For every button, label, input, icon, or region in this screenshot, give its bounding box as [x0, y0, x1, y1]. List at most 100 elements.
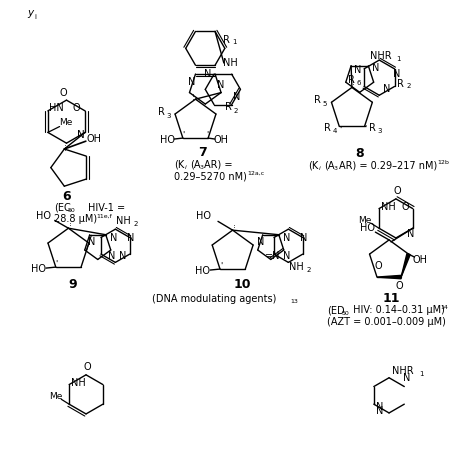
Polygon shape: [377, 275, 401, 279]
Text: 6: 6: [356, 80, 361, 85]
Text: 6: 6: [62, 191, 71, 203]
Text: 12a,c: 12a,c: [247, 171, 265, 176]
Text: R: R: [223, 35, 230, 45]
Text: HO: HO: [31, 264, 46, 274]
Polygon shape: [401, 254, 410, 277]
Text: OH: OH: [413, 255, 428, 265]
Text: O: O: [73, 103, 80, 113]
Text: 13: 13: [290, 299, 298, 304]
Text: OH: OH: [86, 134, 101, 144]
Text: ⋮: ⋮: [67, 222, 74, 228]
Text: 3: 3: [200, 165, 203, 170]
Text: 2: 2: [307, 267, 311, 273]
Text: NHR: NHR: [392, 366, 413, 376]
Text: N: N: [119, 251, 127, 261]
Text: O: O: [393, 186, 401, 196]
Text: ': ': [339, 126, 341, 135]
Text: 0.29–5270 nM): 0.29–5270 nM): [174, 172, 247, 182]
Text: Me: Me: [359, 216, 372, 225]
Text: N: N: [354, 65, 362, 75]
Text: 9: 9: [68, 278, 77, 292]
Text: 2: 2: [406, 83, 411, 90]
Text: i: i: [34, 14, 36, 20]
Text: N: N: [128, 233, 135, 243]
Text: N: N: [407, 229, 415, 239]
Text: 1: 1: [419, 371, 424, 377]
Text: O: O: [401, 202, 409, 212]
Text: N: N: [283, 233, 290, 243]
Text: Me: Me: [59, 118, 72, 127]
Text: N: N: [402, 373, 410, 383]
Text: ': ': [55, 260, 58, 269]
Text: 1: 1: [232, 39, 237, 46]
Text: AR) = 0.29–217 nM): AR) = 0.29–217 nM): [339, 161, 438, 171]
Text: R: R: [314, 95, 321, 105]
Text: HO: HO: [360, 223, 375, 233]
Text: 1: 1: [397, 56, 401, 62]
Text: HO: HO: [160, 135, 175, 145]
Text: R: R: [369, 123, 376, 133]
Text: N: N: [375, 406, 383, 416]
Text: 8: 8: [356, 147, 364, 160]
Text: N: N: [217, 81, 225, 91]
Text: i: i: [319, 166, 320, 171]
Text: R: R: [397, 79, 404, 89]
Text: NHR: NHR: [370, 51, 392, 61]
Text: 3: 3: [166, 113, 171, 119]
Text: N: N: [77, 130, 85, 140]
Text: (K: (K: [174, 160, 184, 170]
Text: N: N: [372, 63, 379, 73]
Text: (A: (A: [325, 161, 335, 171]
Text: (ED: (ED: [328, 305, 345, 315]
Text: N: N: [233, 92, 240, 102]
Text: O: O: [395, 281, 403, 291]
Text: 3: 3: [333, 166, 337, 171]
Text: NH: NH: [382, 202, 396, 212]
Text: ⋮: ⋮: [190, 93, 197, 99]
Text: 10: 10: [234, 278, 251, 292]
Text: N: N: [203, 69, 211, 79]
Text: N: N: [108, 251, 115, 261]
Text: i: i: [185, 165, 187, 170]
Text: AR) =: AR) =: [204, 160, 233, 170]
Text: =N: =N: [265, 251, 281, 261]
Text: N: N: [88, 237, 96, 247]
Text: (DNA modulating agents): (DNA modulating agents): [152, 293, 276, 303]
Text: N: N: [109, 233, 117, 243]
Text: HO: HO: [196, 211, 211, 221]
Text: Me: Me: [49, 392, 62, 401]
Text: HO: HO: [195, 266, 210, 276]
Text: N: N: [301, 233, 308, 243]
Text: 11e,f: 11e,f: [97, 214, 112, 219]
Text: 2: 2: [233, 108, 238, 114]
Text: y: y: [27, 8, 34, 18]
Text: N: N: [383, 84, 391, 94]
Text: N: N: [393, 69, 401, 79]
Text: NH: NH: [116, 216, 130, 227]
Text: 12b: 12b: [437, 160, 449, 165]
Text: HO: HO: [36, 211, 51, 221]
Text: N: N: [283, 251, 290, 261]
Text: 4: 4: [332, 128, 337, 134]
Text: O: O: [83, 362, 91, 372]
Text: N: N: [257, 237, 264, 247]
Text: 2: 2: [134, 221, 138, 228]
Text: HIV-1 =: HIV-1 =: [88, 203, 125, 213]
Text: 7: 7: [198, 146, 207, 159]
Text: (K: (K: [308, 161, 318, 171]
Text: HIV: 0.14–0.31 μM): HIV: 0.14–0.31 μM): [350, 305, 445, 315]
Text: ': ': [206, 131, 208, 140]
Text: ⋮: ⋮: [231, 224, 238, 230]
Text: N: N: [376, 402, 383, 412]
Text: NH: NH: [72, 378, 86, 388]
Text: O: O: [374, 261, 382, 271]
Text: OH: OH: [213, 135, 228, 145]
Text: N: N: [188, 77, 195, 87]
Text: 50: 50: [341, 311, 349, 316]
Text: 28.8 μM): 28.8 μM): [54, 214, 97, 224]
Text: ⋮: ⋮: [62, 144, 69, 150]
Text: ': ': [182, 131, 185, 140]
Text: NH: NH: [223, 58, 238, 68]
Text: R: R: [225, 102, 232, 112]
Text: 3: 3: [377, 128, 382, 134]
